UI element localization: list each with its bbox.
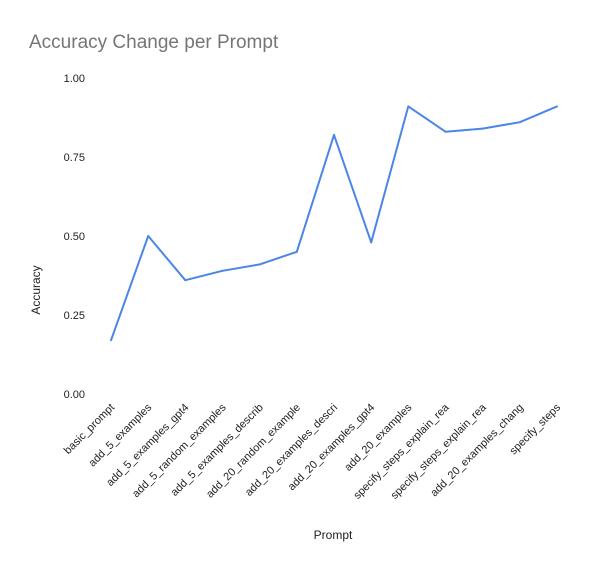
y-tick-label: 0.75 — [64, 152, 85, 164]
x-tick-label: add_20_examples — [342, 401, 414, 473]
data-point — [481, 127, 484, 130]
data-point — [556, 105, 558, 108]
data-point — [444, 130, 447, 133]
y-tick-label: 0.00 — [64, 389, 85, 401]
y-tick-label: 0.25 — [64, 310, 85, 322]
data-point — [221, 269, 224, 272]
data-point — [295, 250, 298, 253]
y-tick-label: 1.00 — [64, 73, 85, 85]
x-axis-ticks: basic_promptadd_5_examplesadd_5_examples… — [62, 401, 564, 502]
chart-title: Accuracy Change per Prompt — [29, 32, 279, 53]
y-axis-title: Accuracy — [29, 265, 43, 314]
y-axis-ticks: 0.00 0.25 0.50 0.75 1.00 — [64, 73, 85, 401]
series-line — [110, 105, 558, 341]
data-point — [258, 263, 261, 266]
data-point — [333, 133, 335, 136]
x-axis-title: Prompt — [314, 528, 353, 542]
data-points — [110, 105, 558, 342]
x-tick-label: add_5_examples — [87, 401, 155, 469]
data-point — [184, 279, 187, 282]
data-point — [110, 339, 112, 342]
data-point — [147, 235, 150, 237]
data-point — [407, 105, 410, 108]
data-point — [370, 241, 373, 244]
data-point — [518, 121, 521, 124]
y-tick-label: 0.50 — [64, 231, 85, 243]
